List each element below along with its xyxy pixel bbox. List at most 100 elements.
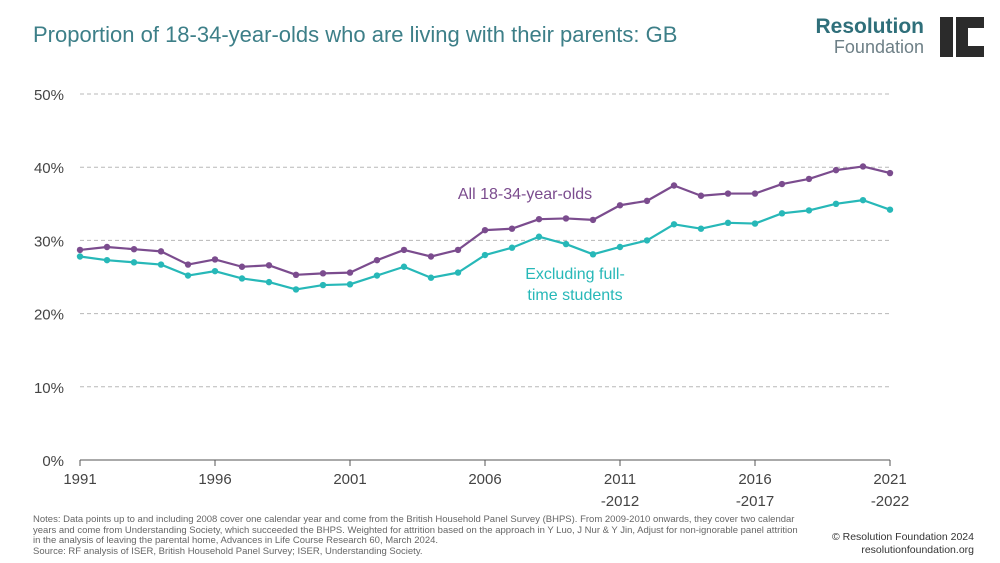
data-point <box>886 169 894 177</box>
data-point <box>427 274 435 281</box>
data-point <box>670 182 678 189</box>
series-label: time students <box>527 287 622 304</box>
website-link[interactable]: resolutionfoundation.org <box>861 544 974 556</box>
data-point <box>400 263 408 270</box>
y-tick-label: 40% <box>34 160 64 177</box>
x-tick-label: 2006 <box>468 471 501 488</box>
data-point <box>805 175 813 183</box>
data-point <box>643 237 651 244</box>
data-point <box>292 271 300 279</box>
data-point <box>508 225 516 232</box>
data-point <box>643 197 651 205</box>
data-point <box>130 259 138 266</box>
x-tick-label: 1991 <box>63 471 96 488</box>
data-point <box>184 261 192 268</box>
data-point <box>778 210 786 217</box>
data-point <box>76 246 84 254</box>
data-point <box>373 272 381 279</box>
data-point <box>697 192 705 199</box>
x-tick-label: -2022 <box>871 493 909 510</box>
x-tick-label: 1996 <box>198 471 231 488</box>
series-group <box>76 163 894 293</box>
data-point <box>535 233 543 240</box>
data-point <box>751 190 759 197</box>
data-point <box>265 278 273 286</box>
data-point <box>319 270 327 277</box>
logo-sub: Foundation <box>833 37 924 57</box>
data-point <box>697 225 705 232</box>
x-tick-label: -2017 <box>736 493 774 510</box>
data-point <box>265 262 273 269</box>
data-point <box>427 253 435 260</box>
data-point <box>454 246 462 254</box>
series-line-1 <box>79 199 891 291</box>
y-tick-label: 50% <box>34 87 64 104</box>
data-point <box>832 200 840 207</box>
data-point <box>670 221 678 228</box>
data-point <box>346 269 354 276</box>
data-point <box>724 190 732 197</box>
data-point <box>211 267 219 275</box>
x-tick-label: -2012 <box>601 493 639 510</box>
data-point <box>76 253 84 260</box>
data-point <box>103 256 111 264</box>
data-point <box>562 240 570 248</box>
y-tick-label: 10% <box>34 380 64 397</box>
data-point <box>589 216 597 224</box>
copyright-text: © Resolution Foundation 2024 <box>831 531 974 543</box>
x-axis: 1991 1996 2001 2006 2011 -2012 2016 -2017 2021 -2… <box>63 459 909 510</box>
x-tick-label: 2001 <box>333 471 366 488</box>
data-point <box>616 202 624 209</box>
y-tick-label: 0% <box>42 453 64 470</box>
data-point <box>130 245 138 253</box>
data-point <box>157 248 165 255</box>
data-point <box>481 251 489 259</box>
series-line-0 <box>79 165 891 276</box>
data-point <box>103 243 111 251</box>
notes: Notes: Data points up to and including 2… <box>33 514 803 557</box>
data-point <box>373 256 381 264</box>
source-text: Source: RF analysis of ISER, British Hou… <box>33 545 423 557</box>
data-point <box>454 269 462 276</box>
x-tick-label: 2016 <box>738 471 771 488</box>
data-point <box>886 206 894 213</box>
data-point <box>562 215 570 222</box>
y-tick-label: 30% <box>34 233 64 250</box>
data-point <box>319 281 327 289</box>
data-point <box>859 163 867 170</box>
series-labels: All 18-34-year-olds Excluding full-time s… <box>458 186 625 304</box>
y-tick-label: 20% <box>34 307 64 324</box>
data-point <box>184 272 192 279</box>
series-label: All 18-34-year-olds <box>458 186 592 203</box>
y-axis: 0% 10% 20% 30% 40% 50% <box>34 87 64 470</box>
data-point <box>805 207 813 214</box>
rf-logo-icon <box>940 17 984 57</box>
data-point <box>751 220 759 227</box>
data-point <box>535 215 543 223</box>
data-point <box>832 166 840 174</box>
data-point <box>346 281 354 288</box>
data-point <box>859 196 867 204</box>
data-point <box>400 246 408 254</box>
data-point <box>238 275 246 282</box>
series-label: Excluding full- <box>525 266 625 283</box>
x-tick-label: 2011 <box>604 471 636 488</box>
data-point <box>778 180 786 188</box>
line-chart: 0% 10% 20% 30% 40% 50% 1991 1996 2001 2006 2011 -2… <box>34 87 909 510</box>
data-point <box>157 261 165 268</box>
chart-title: Proportion of 18-34-year-olds who are li… <box>33 22 678 47</box>
data-point <box>616 243 624 251</box>
logo-brand: Resolution <box>815 15 925 38</box>
x-tick-label: 2021 <box>873 471 906 488</box>
logo: Resolution Foundation <box>815 15 984 57</box>
gridlines <box>80 93 890 388</box>
data-point <box>589 251 597 258</box>
data-point <box>481 226 489 234</box>
notes-text: Notes: Data points up to and including 2… <box>33 514 798 546</box>
data-point <box>211 256 219 263</box>
data-point <box>724 219 732 227</box>
copyright-block: © Resolution Foundation 2024 resolutionf… <box>832 531 974 557</box>
data-point <box>292 286 300 293</box>
data-point <box>238 263 246 270</box>
data-point <box>508 244 516 251</box>
